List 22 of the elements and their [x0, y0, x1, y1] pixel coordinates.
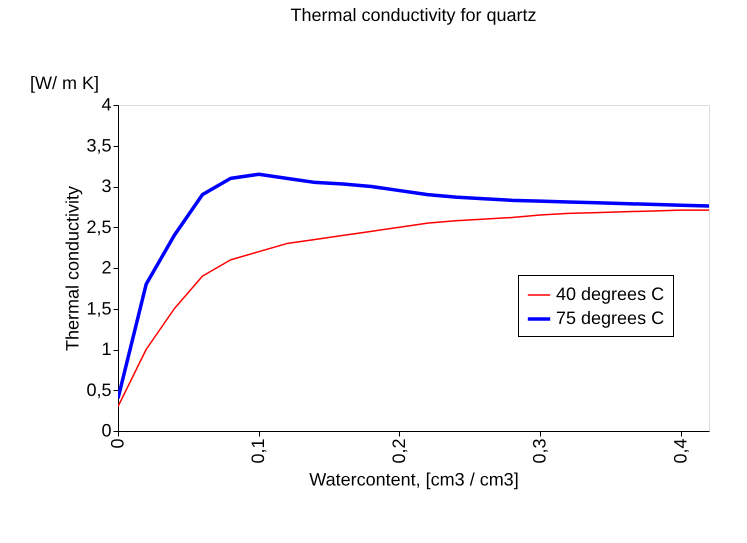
x-axis-title: Watercontent, [cm3 / cm3] [309, 470, 519, 490]
x-tick-label: 0 [108, 438, 128, 449]
chart-title: Thermal conductivity for quartz [290, 5, 537, 25]
legend-label: 75 degrees C [556, 308, 664, 328]
x-tick-label: 0,3 [530, 438, 550, 464]
legend-label: 40 degrees C [556, 284, 664, 304]
y-tick-label: 2 [101, 258, 112, 278]
y-tick-label: 2,5 [86, 216, 112, 237]
y-tick-label: 1,5 [86, 298, 112, 318]
line-series [118, 172, 709, 400]
y-tick-label: 0,5 [86, 380, 112, 400]
y-tick-label: 0 [101, 420, 112, 440]
y-tick-label: 4 [101, 94, 112, 114]
text: [W/ m K] [30, 73, 99, 93]
y-tick-label: 3 [101, 176, 112, 196]
x-tick-label: 0,1 [248, 438, 268, 464]
x-tick-label: 0,2 [388, 438, 409, 464]
line-series [118, 209, 709, 408]
y-axis-title: Thermal conductivity [62, 186, 82, 352]
y-tick-label: 1 [101, 339, 112, 359]
y-tick-label: 3,5 [86, 135, 112, 156]
x-tick-label: 0,4 [670, 438, 690, 464]
